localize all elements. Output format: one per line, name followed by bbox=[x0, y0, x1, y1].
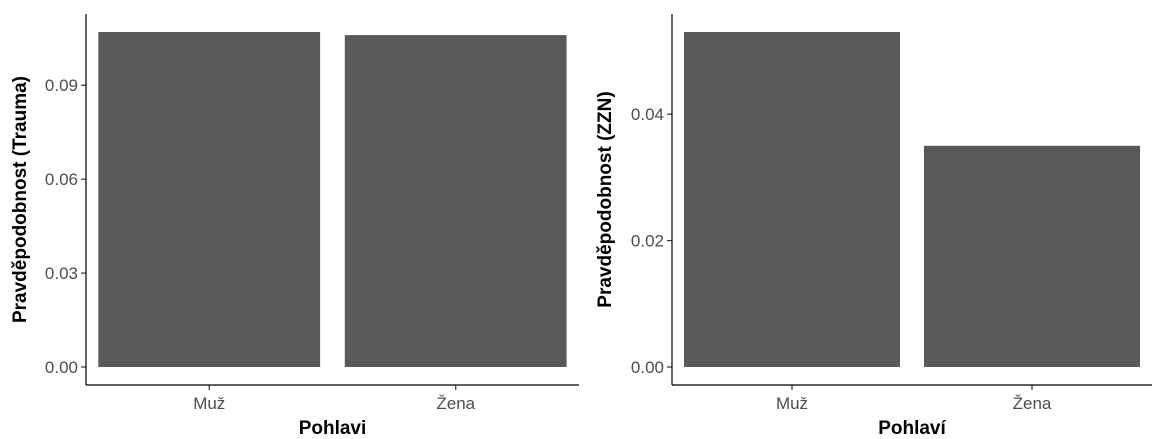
bar-2 bbox=[924, 145, 1140, 367]
y-tick-label: 0.02 bbox=[631, 232, 664, 251]
x-axis-title: Pohlavi bbox=[299, 418, 367, 439]
x-tick-label: Žena bbox=[1013, 394, 1052, 413]
chart-panel-2: Muž Žena 0.00 0.02 0.04 Pohlaví Pravděpodobnos… bbox=[595, 14, 1152, 439]
x-axis-title: Pohlaví bbox=[878, 418, 946, 439]
bar-1 bbox=[98, 32, 321, 367]
y-tick-label: 0.09 bbox=[45, 76, 78, 95]
y-axis-title: Pravděpodobnost (ZZN) bbox=[595, 91, 616, 307]
x-tick-label: Muž bbox=[193, 394, 225, 413]
y-tick-label: 0.03 bbox=[45, 264, 78, 283]
chart-panel-1: Muž Žena 0.00 0.03 0.06 0.09 Pohlavi Pravděpodo… bbox=[10, 14, 579, 439]
y-axis-title: Pravděpodobnost (Trauma) bbox=[10, 76, 31, 323]
y-tick-label: 0.06 bbox=[45, 170, 78, 189]
x-tick-label: Muž bbox=[776, 394, 808, 413]
bar-1 bbox=[684, 32, 900, 367]
y-tick-label: 0.04 bbox=[631, 105, 664, 124]
y-tick-label: 0.00 bbox=[631, 358, 664, 377]
bar-2 bbox=[344, 35, 567, 367]
y-tick-label: 0.00 bbox=[45, 358, 78, 377]
x-tick-label: Žena bbox=[436, 394, 475, 413]
